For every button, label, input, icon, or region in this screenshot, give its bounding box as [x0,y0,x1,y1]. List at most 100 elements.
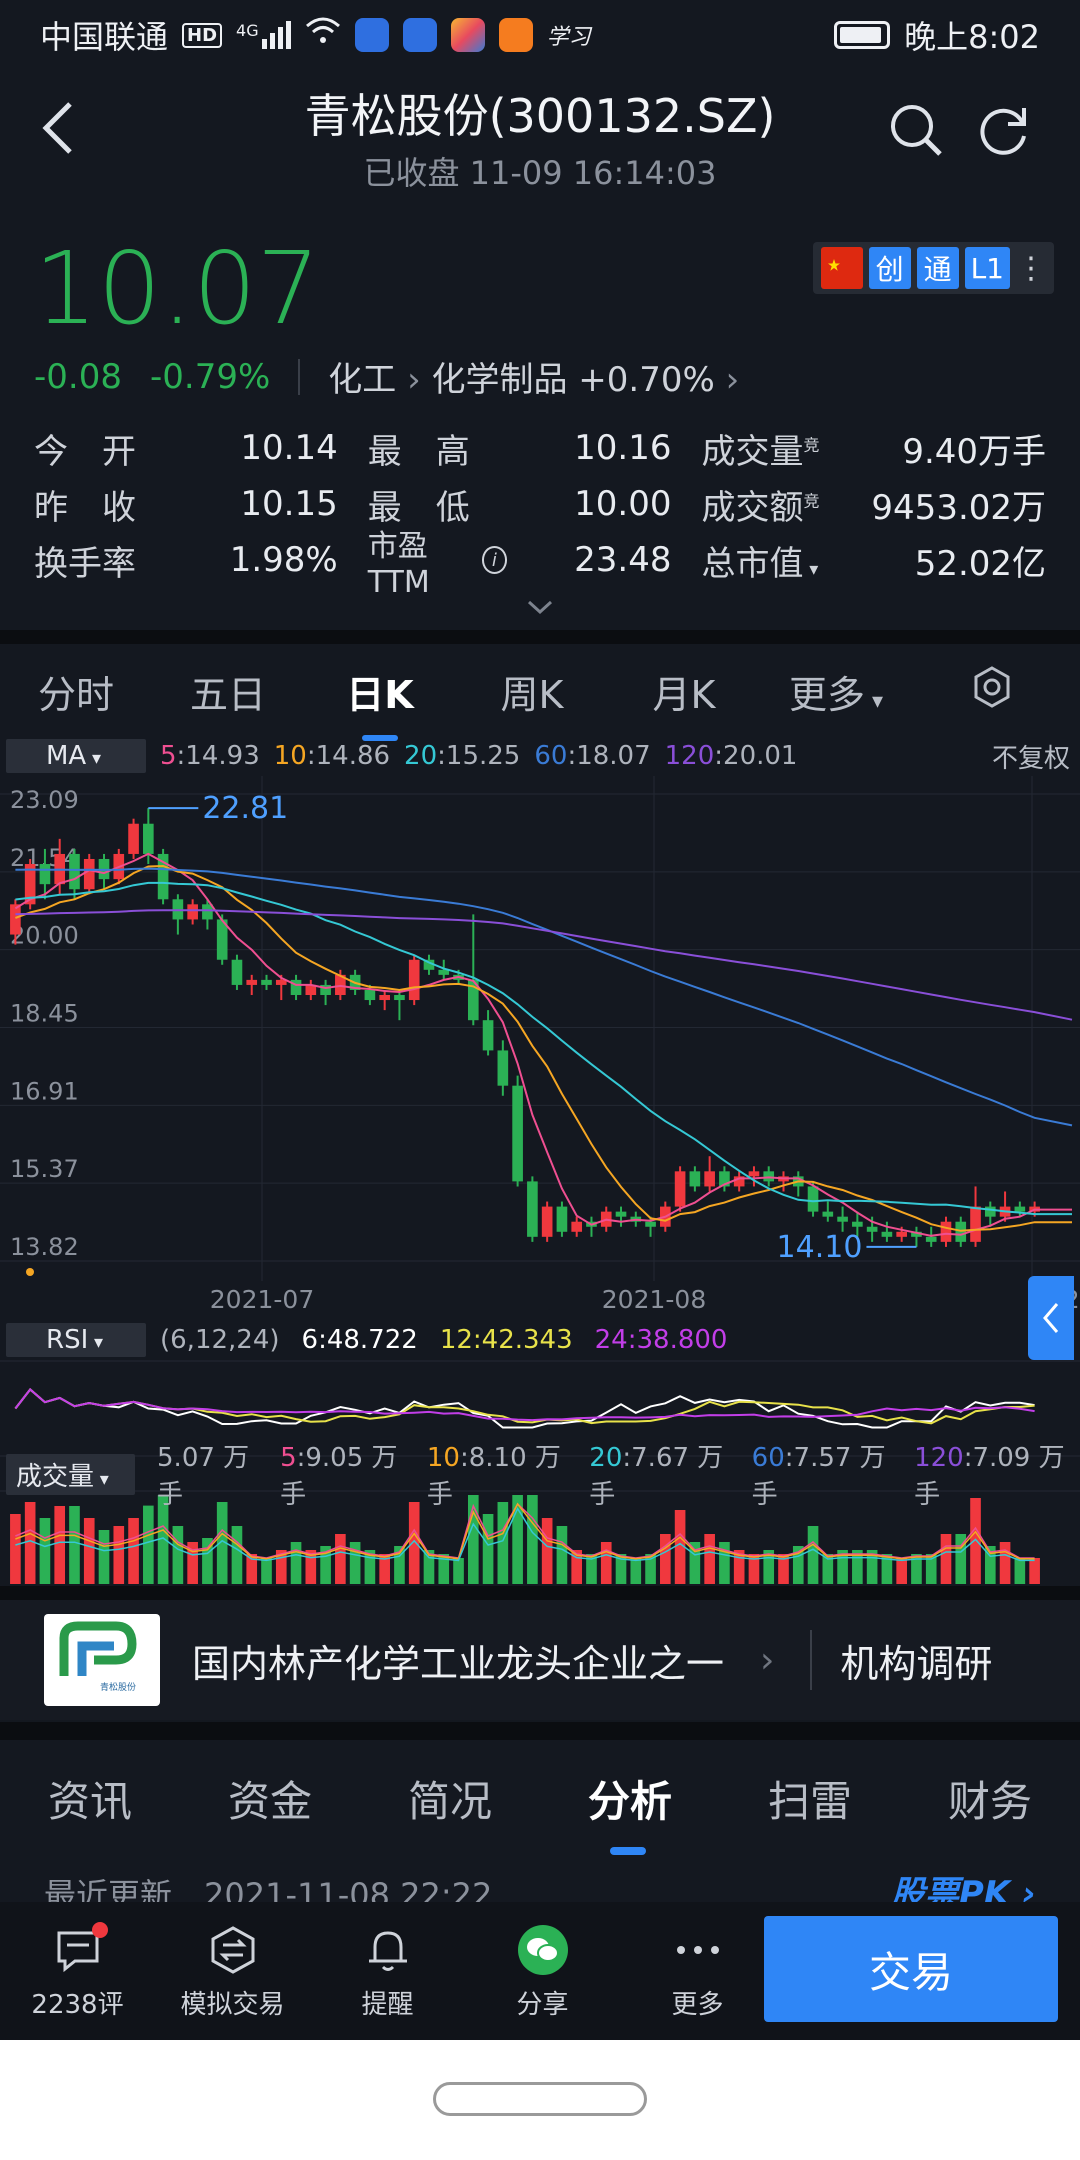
kline-chart[interactable]: 23.0921.5420.0018.4516.9115.3713.822021-… [0,776,1080,1586]
volume-bar [187,1542,198,1584]
turnover-rate-value: 1.98% [229,540,338,580]
volume-bar [822,1554,834,1584]
open-label: 今 开 [34,431,136,472]
tab-profile[interactable]: 简况 [407,1776,492,1826]
volume-bar [586,1554,597,1584]
connect-badge: 通 [916,247,959,289]
volume-selector[interactable]: 成交量 ▾ [6,1453,136,1495]
ma5-line [14,852,1072,1237]
candle-body [438,969,450,975]
banner-text[interactable]: 国内林产化学工业龙头企业之一 [192,1641,725,1686]
candle-body [822,1211,834,1217]
company-banner[interactable]: 青松股份 国内林产化学工业龙头企业之一 › 机构调研 [0,1600,1080,1720]
search-icon[interactable] [888,102,944,158]
tab-five-day[interactable]: 五日 [189,672,266,717]
candle-body [911,1231,922,1237]
vol-ma60: 60:7.57 万手 [751,1443,886,1510]
high-label: 最 高 [367,431,470,472]
candle-body [866,1226,878,1232]
turnover-rate-label: 换手率 [34,543,136,584]
volume-bar [69,1506,80,1584]
industry-link[interactable]: 化工 › 化学制品 +0.70% › [328,360,740,400]
low-value: 10.00 [574,484,672,524]
tab-financials[interactable]: 财务 [947,1776,1032,1826]
stock-detail-screen: 中国联通 HD 4G 学习 晚上8:02 [0,0,1080,2040]
market-badges[interactable]: 创 通 L1 ⋮ [812,242,1054,294]
candle-body [852,1221,863,1227]
sim-trade-button[interactable]: 模拟交易 [155,1922,310,2021]
notification-dot [92,1921,108,1938]
market-status: 已收盘 11-09 16:14:03 [363,154,717,192]
volume-bar [556,1526,568,1584]
volume-bar [807,1526,819,1584]
trade-button[interactable]: 交易 [764,1916,1058,2022]
volume-bar [645,1554,656,1584]
stats-row: 今 开 10.14 最 高 10.16 成交量竞 9.40万手 [34,420,1046,476]
volume-bar [231,1526,243,1584]
expand-chevron-icon[interactable] [525,590,555,623]
back-button[interactable] [40,100,76,170]
refresh-icon[interactable] [976,102,1032,158]
share-button[interactable]: 分享 [465,1922,620,2021]
candle-body [379,995,390,1001]
tab-weekly-k[interactable]: 周K [500,672,564,717]
candle-body [674,1171,686,1207]
tab-intraday[interactable]: 分时 [37,672,114,717]
candle-body [482,1020,494,1051]
tab-daily-k[interactable]: 日K [304,664,456,741]
collapse-indicator-button[interactable] [1028,1276,1074,1360]
pe-value: 23.48 [574,540,672,580]
market-cap-label[interactable]: 总市值 ▾ [701,543,819,584]
pe-label[interactable]: 市盈TTM i [368,521,508,600]
volume-bar [54,1506,66,1584]
china-flag-icon [820,247,863,289]
play-app-icon [498,18,533,52]
tab-risk-scan[interactable]: 扫雷 [767,1776,852,1826]
adjust-toggle[interactable]: 不复权 [991,743,1070,774]
volume-ma-line [15,1502,1035,1560]
tab-analysis[interactable]: 分析 [540,1768,720,1855]
status-bar: 中国联通 HD 4G 学习 晚上8:02 [0,0,1080,70]
more-vertical-icon[interactable]: ⋮ [1016,250,1046,286]
stock-title: 青松股份(300132.SZ) [304,89,776,143]
vol-ma20: 20:7.67 万手 [589,1443,724,1510]
tab-funds[interactable]: 资金 [227,1776,312,1826]
bell-icon [310,1922,465,1978]
tab-news[interactable]: 资讯 [47,1776,132,1826]
volume-bar [1029,1558,1040,1584]
volume-bar [497,1502,509,1584]
ma10-value: 10:14.86 [273,741,391,771]
info-icon[interactable]: i [481,546,508,574]
tab-monthly-k[interactable]: 月K [652,672,716,717]
tab-more[interactable]: 更多 ▾ [788,672,884,717]
candle-body [290,979,302,996]
ma-selector[interactable]: MA ▾ [6,739,146,773]
candle-body [231,959,243,985]
hd-icon: HD [182,22,223,48]
institutional-research-link[interactable]: 机构调研 [840,1641,993,1686]
candle-body [940,1221,952,1242]
volume-bar [748,1554,760,1584]
candle-body [748,1171,760,1177]
candle-body [157,853,169,900]
candle-body [69,853,80,890]
volume-ma-line [15,1502,1035,1559]
home-indicator[interactable] [433,2082,647,2116]
company-logo: 青松股份 [44,1614,160,1706]
wechat-icon [465,1922,620,1978]
vol-ma120: 120:7.09 万手 [914,1443,1065,1510]
volume-bar [364,1550,376,1584]
candle-body [497,1050,509,1086]
comments-button[interactable]: 2238评 [0,1921,155,2021]
more-dots-icon [620,1922,775,1978]
more-button[interactable]: 更多 [620,1922,775,2021]
chevron-right-icon: › [760,1639,775,1681]
logo-text: 青松股份 [100,1683,137,1693]
volume-bar [39,1518,51,1584]
remind-button[interactable]: 提醒 [310,1922,465,2021]
rsi-params: (6,12,24) [160,1325,280,1355]
chart-settings-icon[interactable] [912,665,1072,718]
volume-bar [467,1495,479,1584]
rsi-selector[interactable]: RSI ▾ [6,1323,146,1357]
ma20-value: 20:15.25 [404,741,521,771]
